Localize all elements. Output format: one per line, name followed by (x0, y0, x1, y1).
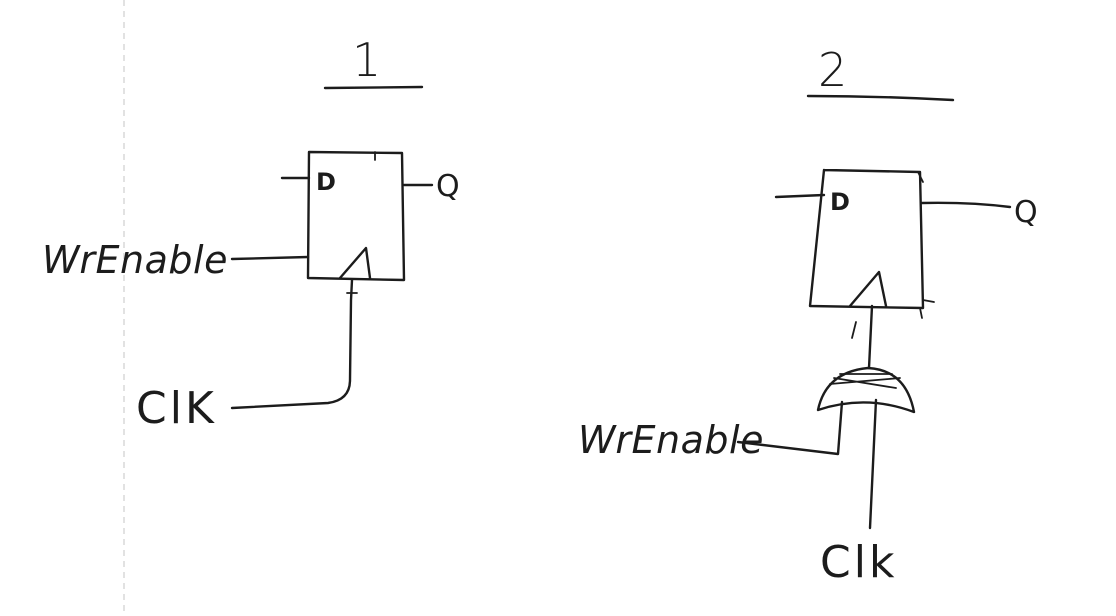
diagram-2-number: 2 (818, 43, 847, 97)
diagram-2-box-bottom-tick (919, 307, 923, 319)
diagram-1-clock-label: ClK (136, 383, 217, 434)
diagram-1-wrenable-wire (230, 255, 310, 261)
diagram-2-and-gate-scribble (829, 373, 901, 389)
diagram-2-q-label: Q (1014, 195, 1038, 230)
diagram-2-wrenable-label: WrEnable (578, 418, 764, 462)
diagram-2-flip-flop: D (808, 168, 935, 319)
diagram-2-gated-clock-mark (851, 321, 857, 339)
diagram-1: 1 D Q WrEnable ClK (42, 33, 460, 434)
diagram-1-clock-wire (230, 278, 354, 410)
diagram-2-and-gate-body (816, 366, 916, 414)
diagram-2: 2 D Q WrEnable Clk (578, 43, 1038, 588)
diagram-2-wrenable-wire (736, 400, 844, 456)
diagram-1-wrenable-label: WrEnable (42, 238, 228, 282)
diagram-2-flip-flop-box (808, 168, 925, 310)
diagram-2-clock-wire (868, 398, 878, 530)
diagram-1-q-label: Q (436, 169, 460, 204)
diagram-2-clock-triangle (848, 270, 888, 308)
diagram-1-clock-triangle (338, 246, 372, 280)
diagram-2-and-gate (816, 366, 916, 414)
diagram-2-d-input-wire (774, 193, 826, 199)
diagram-2-q-output-wire (920, 201, 1012, 209)
diagram-1-title-underline (323, 85, 424, 90)
diagram-1-flip-flop-box (306, 150, 406, 282)
diagram-2-d-label: D (830, 188, 850, 216)
diagram-1-d-label: D (316, 168, 336, 196)
diagram-1-flip-flop: D (306, 150, 406, 282)
diagram-2-box-corner-mark (917, 171, 924, 183)
diagram-2-box-right-extension (922, 299, 935, 303)
diagram-2-clock-label: Clk (820, 537, 897, 588)
diagram-2-gated-clock-wire (867, 304, 874, 370)
diagram-1-number: 1 (352, 33, 381, 87)
diagram-2-title-underline (806, 94, 955, 102)
